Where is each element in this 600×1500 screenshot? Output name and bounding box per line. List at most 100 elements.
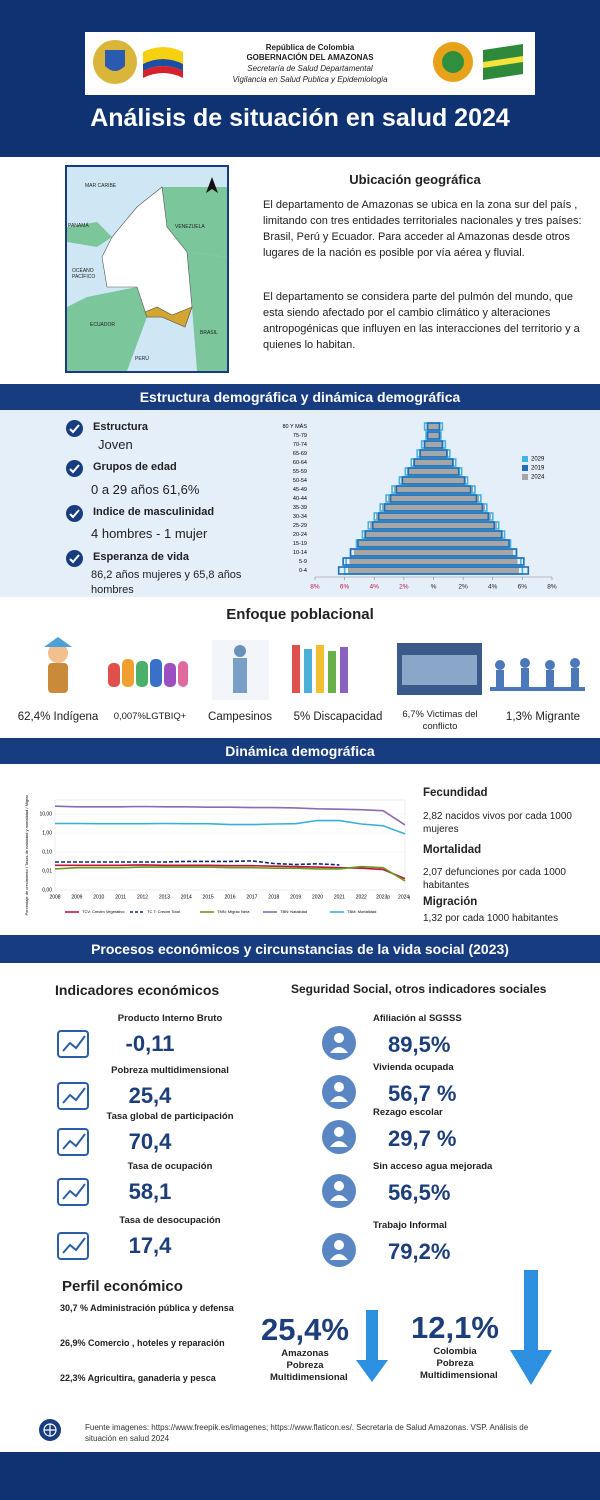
indicator-icon (55, 1123, 95, 1159)
icon-victims (397, 643, 482, 695)
indicator-icon (55, 1173, 95, 1209)
logos (93, 40, 523, 84)
age-label: 65-69 (293, 451, 307, 457)
legend-label: TBM: Mortalidad (347, 909, 376, 914)
check (69, 554, 80, 564)
icon (57, 1178, 89, 1206)
item-value: 86,2 años mujeres y 65,8 años hombres (91, 569, 242, 596)
demography-panel (0, 410, 600, 597)
indicator-text: 2,82 nacidos vivos por cada 1000 mujeres (423, 811, 572, 835)
profile-item: 26,9% Comercio , hoteles y reparación (60, 1338, 225, 1348)
poverty-label: Amazonas Pobreza Multidimensional (270, 1348, 348, 1383)
pyramid-bar (364, 530, 503, 539)
x-tick-label: 2013 (159, 894, 170, 900)
flag (143, 66, 183, 78)
social-label: Trabajo Informal (373, 1220, 447, 1231)
indicator-label: Migración (423, 896, 478, 908)
map-amazonas (144, 306, 193, 328)
x-tick-label: 2% (399, 584, 409, 591)
x-tick-label: 6% (518, 584, 528, 591)
arrows (356, 1270, 552, 1385)
poverty-value: 25,4% (261, 1312, 349, 1347)
pyramid-bar (426, 422, 441, 431)
column-heading: Indicadores económicos (55, 982, 220, 998)
x-tick-label: 2% (458, 584, 468, 591)
x-tick-label: 2008 (49, 894, 60, 900)
legend-label: 2019 (531, 466, 545, 472)
logo-line: Vigilancia en Salud Publica y Epidemiolo… (232, 75, 388, 84)
north-arrow (206, 177, 218, 193)
logo-line: GOBERNACIÓN DEL AMAZONAS (246, 53, 374, 62)
social-icon (318, 1072, 360, 1112)
pyramid-bar (401, 476, 466, 485)
age-label: 10-14 (293, 550, 307, 556)
x-tick-label: 2011 (115, 894, 126, 900)
group-caption: Campesinos (208, 711, 272, 723)
age-label: 25-29 (293, 523, 307, 529)
icon (322, 1026, 356, 1060)
column-heading: Seguridad Social, otros indicadores soci… (291, 982, 547, 996)
map-label: OCÉANO PACÍFICO (72, 268, 96, 280)
pyramid-bar (348, 557, 519, 566)
down-arrow (510, 1270, 552, 1385)
pyramid-bar (413, 458, 454, 467)
x-tick-label: 2022 (356, 894, 367, 900)
x-tick-label: 8% (310, 584, 320, 591)
social-value: 56,7 % (388, 1081, 457, 1106)
icon (322, 1120, 356, 1154)
x-tick-label: 2015 (203, 894, 214, 900)
x-tick-label: 2020 (312, 894, 323, 900)
pyramid-bar (363, 530, 504, 539)
icon-indigenous (44, 637, 72, 693)
x-tick-label: 2010 (93, 894, 104, 900)
check (69, 509, 80, 519)
series-line (55, 860, 340, 866)
profile-item: 30,7 % Administración pública y defensa (60, 1303, 234, 1313)
profile-item: 22,3% Agricultira, ganaderia y pesca (60, 1373, 216, 1383)
check-icon (66, 505, 83, 522)
map-label: ECUADOR (90, 322, 116, 328)
indicator-value: 58,1 (128, 1179, 172, 1204)
section-heading: Ubicación geográfica (349, 172, 481, 187)
age-label: 70-74 (293, 442, 307, 448)
social-value: 79,2% (388, 1239, 451, 1264)
source: Fuente imagenes: https://www.freepik.es/… (85, 1423, 529, 1443)
indicator-label: Tasa global de participación (106, 1111, 234, 1122)
pyramid-bar (337, 566, 530, 575)
map-brazil (187, 252, 227, 371)
map-label: VENEZUELA (175, 224, 205, 230)
indicator-label: Mortalidad (423, 844, 482, 856)
icon (57, 1232, 89, 1260)
map-panama (67, 222, 112, 247)
x-tick-label: % (431, 584, 437, 591)
y-tick-label: 0,01 (42, 868, 52, 874)
indicator-icon (55, 1025, 95, 1061)
pyramid-bar (419, 449, 448, 458)
title: Análisis de situación en salud 2024 (90, 104, 510, 132)
check (69, 464, 80, 474)
icon (57, 1128, 89, 1156)
legend-label: TC T: Crecim Total (147, 909, 180, 914)
x-tick-label: 2018 (268, 894, 279, 900)
pyramid-bar (375, 512, 492, 521)
pyramid-bar (342, 557, 525, 566)
age-label: 75-79 (293, 433, 307, 439)
section-heading: Enfoque poblacional (226, 606, 374, 623)
map-label: BRASIL (200, 330, 218, 336)
age-label: 15-19 (293, 541, 307, 547)
map-label: MAR CARIBE (85, 183, 117, 189)
age-label: 20-24 (293, 532, 307, 538)
social-value: 29,7 % (388, 1126, 457, 1151)
group-caption: 0,007%LGTBIQ+ (113, 711, 187, 722)
icon-migrant (490, 658, 585, 691)
pyramid-bar (347, 566, 520, 575)
department-flag (483, 56, 523, 68)
y-axis-title: Porcentaje de crecimiento / Tasas de nat… (24, 795, 29, 916)
check (69, 424, 80, 434)
indicator-value: 17,4 (128, 1233, 172, 1258)
social-icon (318, 1117, 360, 1157)
pyramid-bar (422, 440, 445, 449)
item-value: 4 hombres - 1 mujer (91, 526, 208, 541)
indicator-value: -0,11 (125, 1031, 175, 1056)
